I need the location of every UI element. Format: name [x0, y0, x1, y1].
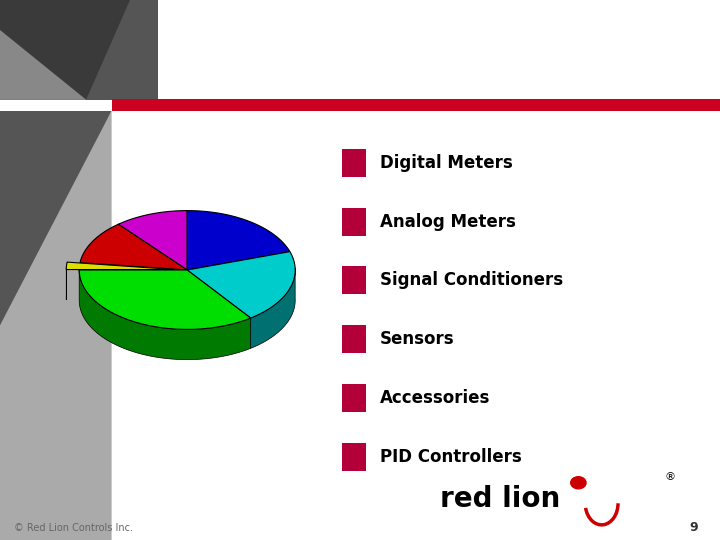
Text: PID Controllers: PID Controllers [379, 448, 521, 465]
Text: Digital Meters: Digital Meters [379, 154, 513, 172]
Polygon shape [79, 270, 251, 360]
Polygon shape [0, 111, 112, 540]
Text: 9: 9 [690, 521, 698, 535]
Polygon shape [118, 211, 187, 270]
Text: Analog Meters: Analog Meters [379, 213, 516, 231]
Circle shape [571, 477, 586, 489]
Text: Panel Meter Numbers: Panel Meter Numbers [343, 34, 698, 62]
Bar [112, 99, 720, 111]
Bar [342, 384, 366, 412]
Text: Signal Conditioners: Signal Conditioners [379, 272, 563, 289]
Text: ®: ® [665, 472, 675, 482]
Polygon shape [0, 30, 86, 100]
Polygon shape [251, 268, 295, 348]
Text: red lion: red lion [440, 485, 560, 513]
Bar [342, 208, 366, 235]
Polygon shape [187, 211, 290, 270]
Bar [342, 266, 366, 294]
Polygon shape [0, 111, 112, 368]
Polygon shape [80, 224, 187, 270]
Bar [342, 443, 366, 470]
Polygon shape [0, 0, 130, 100]
Text: Accessories: Accessories [379, 389, 490, 407]
Bar [342, 149, 366, 177]
Text: © Red Lion Controls Inc.: © Red Lion Controls Inc. [14, 523, 133, 533]
Polygon shape [66, 262, 174, 269]
Polygon shape [86, 0, 158, 100]
Polygon shape [187, 252, 295, 318]
Bar [342, 325, 366, 353]
Text: Sensors: Sensors [379, 330, 454, 348]
Polygon shape [79, 270, 251, 329]
